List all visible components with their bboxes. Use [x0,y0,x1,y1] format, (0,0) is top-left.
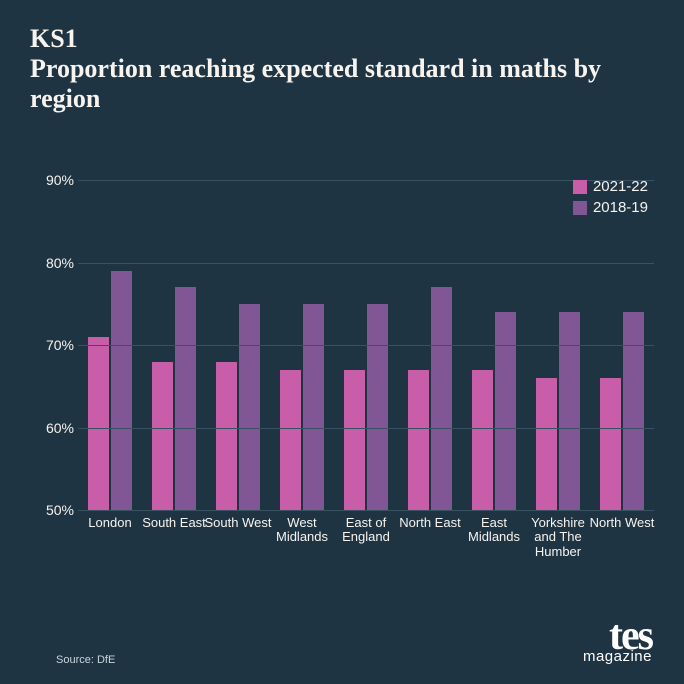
legend-swatch [573,180,587,194]
chart-area: 50%60%70%80%90% LondonSouth EastSouth We… [30,180,654,510]
x-tick-label: South East [139,516,209,530]
source-text: Source: DfE [56,654,115,666]
y-tick-label: 80% [46,255,74,271]
gridline [78,428,654,429]
bar [495,312,516,510]
legend-item: 2021-22 [573,178,648,195]
chart-supertitle: KS1 [30,24,654,54]
x-axis-labels: LondonSouth EastSouth WestWest MidlandsE… [78,510,654,570]
y-tick-label: 90% [46,172,74,188]
bar [408,370,429,510]
gridline [78,263,654,264]
bar [280,370,301,510]
x-tick-label: South West [203,516,273,530]
legend-label: 2018-19 [593,199,648,216]
brand-logo: tes magazine [583,622,652,662]
bar [559,312,580,510]
y-tick-label: 60% [46,420,74,436]
bar [367,304,388,510]
legend: 2021-22 2018-19 [573,178,648,220]
bar [216,362,237,511]
bar [472,370,493,510]
x-tick-label: West Midlands [267,516,337,545]
x-tick-label: London [75,516,145,530]
legend-label: 2021-22 [593,178,648,195]
y-tick-label: 50% [46,502,74,518]
bar [88,337,109,510]
x-tick-label: East of England [331,516,401,545]
legend-swatch [573,201,587,215]
bar [111,271,132,510]
bar [536,378,557,510]
plot-area [78,180,654,510]
x-tick-label: North East [395,516,465,530]
x-tick-label: East Midlands [459,516,529,545]
brand-magazine: magazine [583,652,652,663]
x-tick-label: North West [587,516,657,530]
y-axis: 50%60%70%80%90% [30,180,78,510]
bar [303,304,324,510]
bar [623,312,644,510]
chart-title: Proportion reaching expected standard in… [30,54,654,114]
bar [431,287,452,510]
gridline [78,345,654,346]
bar [239,304,260,510]
bar [344,370,365,510]
legend-item: 2018-19 [573,199,648,216]
y-tick-label: 70% [46,337,74,353]
gridline [78,180,654,181]
bar [152,362,173,511]
chart-header: KS1 Proportion reaching expected standar… [30,24,654,114]
bar [175,287,196,510]
bar [600,378,621,510]
x-tick-label: Yorkshire and The Humber [523,516,593,559]
